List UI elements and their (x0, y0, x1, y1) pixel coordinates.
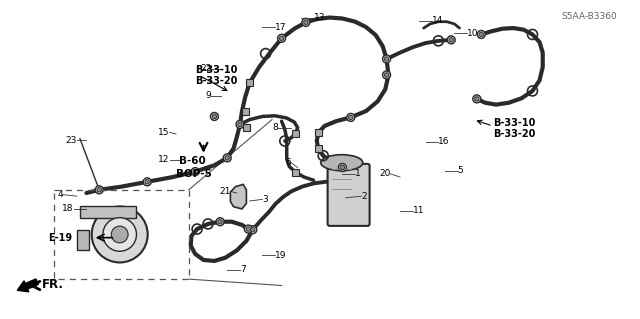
Circle shape (385, 73, 388, 77)
Circle shape (216, 218, 224, 226)
Text: 7: 7 (240, 265, 246, 274)
Text: 4: 4 (57, 190, 63, 199)
Text: 12: 12 (158, 155, 170, 164)
Text: 5: 5 (458, 166, 463, 175)
Text: BOP-5: BOP-5 (176, 169, 212, 179)
Text: 3: 3 (262, 195, 268, 204)
Text: 17: 17 (275, 23, 287, 32)
Bar (242, 108, 248, 115)
Text: 14: 14 (432, 16, 444, 25)
Text: 10: 10 (467, 29, 479, 38)
Text: B-33-20: B-33-20 (493, 129, 535, 139)
Circle shape (244, 225, 252, 233)
Text: 15: 15 (158, 128, 170, 137)
Circle shape (349, 115, 353, 120)
Circle shape (251, 227, 255, 232)
Circle shape (302, 18, 310, 26)
Text: 13: 13 (314, 13, 325, 22)
Circle shape (479, 32, 483, 37)
Circle shape (280, 36, 284, 41)
Text: S5AA-B3360: S5AA-B3360 (562, 12, 618, 21)
Circle shape (340, 165, 344, 170)
Bar (246, 79, 253, 86)
Ellipse shape (321, 155, 363, 171)
Circle shape (145, 180, 149, 184)
FancyBboxPatch shape (328, 164, 370, 226)
Circle shape (447, 36, 455, 44)
Text: 1: 1 (355, 169, 361, 178)
Text: 19: 19 (275, 251, 287, 260)
Circle shape (218, 219, 222, 224)
Circle shape (339, 163, 346, 172)
Circle shape (212, 114, 216, 119)
Text: 22: 22 (200, 64, 211, 73)
Text: 16: 16 (438, 137, 450, 146)
Circle shape (111, 226, 128, 243)
Circle shape (191, 167, 199, 176)
Text: FR.: FR. (42, 278, 63, 291)
Circle shape (475, 97, 479, 101)
Bar (243, 124, 250, 131)
Text: 2: 2 (362, 192, 367, 201)
Text: E-19: E-19 (48, 233, 72, 243)
Text: 21: 21 (219, 187, 230, 196)
Circle shape (449, 38, 453, 42)
Text: B-33-10: B-33-10 (195, 65, 237, 75)
Bar (80, 206, 136, 218)
Circle shape (211, 112, 218, 121)
Bar (77, 230, 89, 250)
Circle shape (95, 186, 103, 194)
Text: 8: 8 (273, 123, 278, 132)
Circle shape (223, 154, 231, 162)
Text: B-33-20: B-33-20 (195, 76, 237, 86)
Bar (54, 190, 189, 279)
Circle shape (103, 218, 136, 251)
Polygon shape (230, 184, 246, 209)
Text: B-33-10: B-33-10 (493, 118, 535, 128)
Circle shape (385, 57, 388, 61)
Circle shape (236, 120, 244, 129)
Circle shape (477, 30, 485, 39)
Text: B-60: B-60 (179, 156, 206, 166)
Circle shape (97, 188, 101, 192)
Bar (292, 130, 299, 137)
Bar (315, 145, 321, 152)
Text: 9: 9 (205, 91, 211, 100)
Circle shape (92, 206, 148, 263)
Circle shape (383, 71, 390, 79)
Bar (316, 129, 322, 136)
Text: 6: 6 (285, 158, 291, 167)
Circle shape (249, 226, 257, 234)
Circle shape (193, 169, 197, 174)
Circle shape (278, 34, 285, 42)
Circle shape (473, 95, 481, 103)
Bar (292, 169, 299, 176)
Text: 23: 23 (65, 136, 77, 145)
Circle shape (383, 55, 390, 63)
Circle shape (347, 113, 355, 122)
Circle shape (225, 156, 229, 160)
Circle shape (143, 178, 151, 186)
Circle shape (238, 122, 242, 127)
Text: 11: 11 (413, 206, 424, 215)
FancyArrow shape (17, 279, 38, 292)
Circle shape (246, 227, 250, 231)
Circle shape (304, 20, 308, 25)
Text: 20: 20 (379, 169, 390, 178)
Text: 18: 18 (62, 204, 74, 213)
